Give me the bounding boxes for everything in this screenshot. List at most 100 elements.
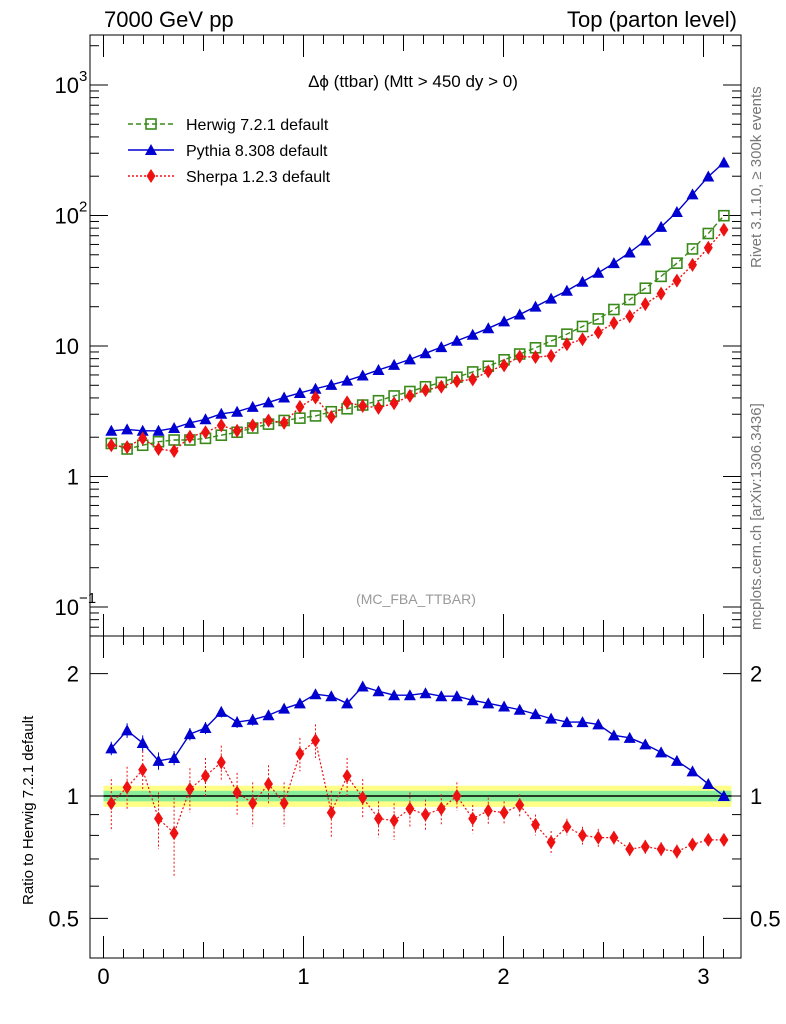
data-point xyxy=(513,308,526,320)
ratio-point xyxy=(185,782,195,797)
ratio-point xyxy=(325,690,338,702)
ratio-point xyxy=(358,790,368,805)
data-point xyxy=(686,188,699,200)
ratio-point xyxy=(342,768,352,783)
ratio-point xyxy=(264,777,273,792)
data-point xyxy=(436,379,446,394)
ratio-point xyxy=(168,752,181,764)
data-point xyxy=(686,243,699,255)
ratio-point xyxy=(623,731,636,743)
ratio-point xyxy=(201,768,210,783)
data-point xyxy=(435,341,448,353)
ratio-point xyxy=(435,690,448,702)
data-point xyxy=(623,293,636,306)
ratio-point xyxy=(656,842,666,857)
ratio-point xyxy=(389,813,399,828)
x-tick-label: 1 xyxy=(297,964,309,989)
ratio-series-pythia xyxy=(105,680,730,801)
ratio-y-tick-label: 1 xyxy=(67,784,79,809)
legend-marker xyxy=(145,118,157,130)
ratio-y-tick-label-right: 2 xyxy=(750,662,762,687)
data-point xyxy=(702,227,715,240)
data-point xyxy=(450,334,463,346)
data-point xyxy=(546,348,556,363)
ratio-point xyxy=(703,832,713,847)
ratio-point xyxy=(106,796,116,811)
data-point xyxy=(498,315,511,327)
data-point xyxy=(136,424,149,436)
data-point xyxy=(452,374,462,389)
ratio-point xyxy=(672,844,682,859)
y-tick-label-text: 10 xyxy=(55,73,79,98)
data-point xyxy=(717,156,730,168)
ratio-point xyxy=(421,807,430,822)
data-point xyxy=(499,358,509,373)
data-point xyxy=(342,395,352,410)
ratio-point xyxy=(688,837,697,852)
data-point xyxy=(688,257,697,272)
ratio-point xyxy=(232,785,242,800)
ratio-y-tick-label-right: 0.5 xyxy=(750,906,781,931)
ratio-point xyxy=(717,790,730,801)
ratio-point xyxy=(592,718,605,730)
ratio-point xyxy=(498,700,511,712)
data-point xyxy=(231,405,244,417)
ratio-point xyxy=(309,688,322,700)
ratio-point xyxy=(578,828,587,843)
ratio-point xyxy=(670,754,683,766)
ratio-point xyxy=(639,738,652,750)
data-point xyxy=(122,440,132,455)
data-point xyxy=(718,209,730,222)
data-point xyxy=(403,353,416,365)
ratio-y-tick-label-right: 1 xyxy=(750,784,762,809)
data-point xyxy=(531,350,540,365)
legend-marker xyxy=(146,169,156,183)
data-point xyxy=(374,400,383,415)
data-point xyxy=(640,297,650,312)
data-point xyxy=(545,335,557,347)
series-pythia xyxy=(105,156,730,436)
data-point xyxy=(719,222,729,237)
data-point xyxy=(483,364,493,379)
ratio-point xyxy=(702,778,715,790)
data-point xyxy=(655,220,668,232)
data-point xyxy=(639,282,652,295)
data-point xyxy=(216,418,226,433)
y-tick-label-text: 10 xyxy=(55,204,79,229)
ratio-point xyxy=(295,746,305,761)
ratio-point xyxy=(311,733,320,748)
ratio-point xyxy=(169,826,179,841)
ratio-y-tick-label: 2 xyxy=(67,662,79,687)
data-point xyxy=(199,413,212,425)
ratio-point xyxy=(499,805,509,820)
series-line xyxy=(111,215,725,450)
ratio-point xyxy=(199,721,212,733)
y-tick-label: 10 3 xyxy=(55,68,88,98)
data-point xyxy=(482,322,495,334)
data-point xyxy=(670,205,683,217)
data-point xyxy=(358,398,368,413)
ratio-point xyxy=(278,702,291,714)
y-tick-label: 10 2 xyxy=(55,199,88,229)
ratio-point xyxy=(450,690,463,702)
ratio-point xyxy=(719,832,729,847)
ratio-point xyxy=(262,709,275,721)
data-point xyxy=(389,396,399,411)
data-point xyxy=(545,292,558,304)
ratio-point xyxy=(293,697,306,709)
data-point xyxy=(325,378,338,390)
ratio-series-sherpa xyxy=(106,724,729,878)
ratio-point xyxy=(452,789,462,803)
data-point xyxy=(183,416,196,428)
data-point xyxy=(264,413,273,428)
data-point xyxy=(529,300,542,312)
data-point xyxy=(246,400,259,412)
data-point xyxy=(671,257,683,269)
ratio-point xyxy=(341,697,354,709)
legend-label: Sherpa 1.2.3 default xyxy=(186,169,331,186)
ratio-point xyxy=(154,811,163,826)
ratio-point xyxy=(121,724,134,736)
ratio-point xyxy=(231,716,244,728)
data-point xyxy=(309,382,322,394)
